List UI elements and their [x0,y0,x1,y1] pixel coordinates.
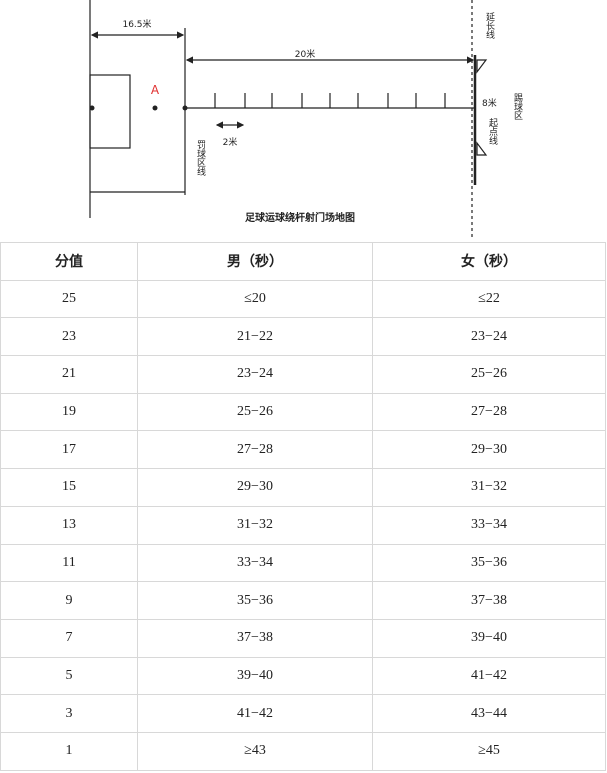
label: 踢球区 [512,93,523,120]
table-cell: 3 [0,694,138,733]
table-cell: 23 [0,317,138,357]
label: 20米 [295,48,315,60]
table-cell: 33−34 [137,543,373,583]
table-cell: 37−38 [372,581,606,620]
caption: 足球运球绕杆射门场地图 [245,211,355,224]
table-cell: 13 [0,505,138,545]
table-row: 11 33−34 35−36 [0,543,606,583]
header-cell: 女（秒） [372,242,606,281]
table-cell: 43−44 [372,694,606,733]
table-cell: 29−30 [372,430,606,470]
table-cell: 7 [0,618,138,658]
table-cell: 17 [0,430,138,470]
table-row: 21 23−24 25−26 [0,355,606,394]
table-cell: 31−32 [372,468,606,507]
table-row: 17 27−28 29−30 [0,430,606,470]
header-cell: 男（秒） [137,242,373,281]
table-row: 1 ≥43 ≥45 [0,731,606,771]
table-row: 7 37−38 39−40 [0,618,606,658]
table-cell: 31−32 [137,505,373,545]
table-cell: 23−24 [372,317,606,357]
table-row: 9 35−36 37−38 [0,581,606,620]
table-cell: 37−38 [137,618,373,658]
table-cell: 27−28 [372,392,606,432]
table-cell: 27−28 [137,430,373,470]
table-cell: 9 [0,581,138,620]
label: A [151,83,160,97]
table-cell: 23−24 [137,355,373,394]
field-diagram: 16.5米 20米 A 2米 罚球区线 延长线 8米 起点线 踢球区 足球运球绕… [89,0,523,240]
table-cell: 25 [0,279,138,319]
table-cell: 35−36 [137,581,373,620]
header-row: 分值 男（秒） 女（秒） [0,242,606,281]
label: 罚球区线 [195,140,206,176]
table-cell: ≤22 [372,279,606,319]
header-cell: 分值 [0,242,138,281]
table-cell: ≤20 [137,279,373,319]
label: 16.5米 [122,18,151,30]
table-cell: 39−40 [372,618,606,658]
label: 8米 [482,97,497,109]
table-cell: 41−42 [137,694,373,733]
table-cell: 15 [0,468,138,507]
table-cell: 25−26 [372,355,606,394]
table-row: 19 25−26 27−28 [0,392,606,432]
table-cell: 35−36 [372,543,606,583]
table-cell: 5 [0,656,138,696]
table-row: 25 ≤20 ≤22 [0,279,606,319]
table-cell: 21−22 [137,317,373,357]
table-cell: ≥43 [137,731,373,771]
table-row: 3 41−42 43−44 [0,694,606,733]
table-cell: 25−26 [137,392,373,432]
table-row: 5 39−40 41−42 [0,656,606,696]
label: 延长线 [484,11,495,39]
table-row: 23 21−22 23−24 [0,317,606,357]
table-cell: 11 [0,543,138,583]
table-cell: 39−40 [137,656,373,696]
score-table: 分值 男（秒） 女（秒） 25 ≤20 ≤22 23 21−22 23−24 21 23−24 25… [0,242,606,771]
table-cell: 19 [0,392,138,432]
table-cell: 29−30 [137,468,373,507]
table-cell: 41−42 [372,656,606,696]
table-cell: ≥45 [372,731,606,771]
table-cell: 21 [0,355,138,394]
table-row: 13 31−32 33−34 [0,505,606,545]
label: 2米 [223,136,238,148]
table-cell: 33−34 [372,505,606,545]
table-row: 15 29−30 31−32 [0,468,606,507]
table-cell: 1 [0,731,138,771]
label: 起点线 [487,118,498,145]
